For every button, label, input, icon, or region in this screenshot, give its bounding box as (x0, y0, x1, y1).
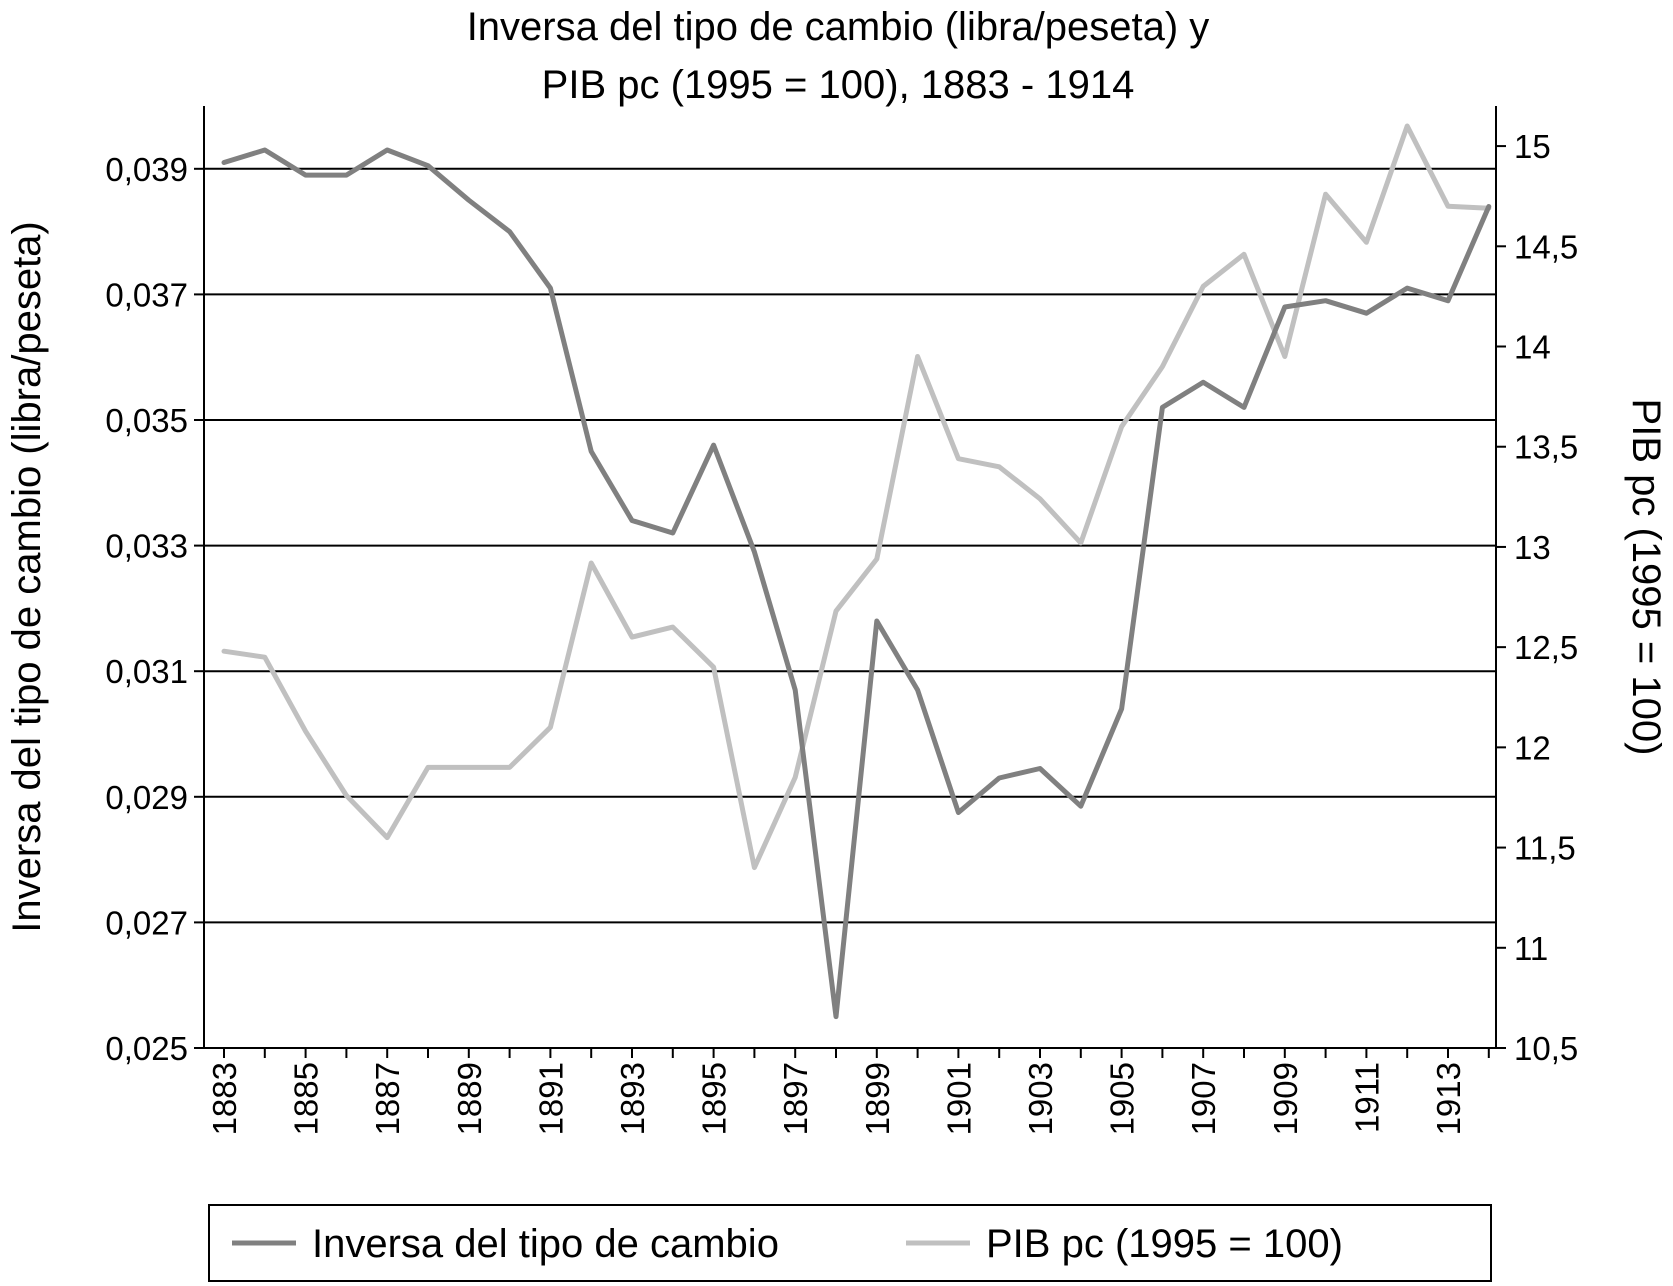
x-tick-label: 1883 (206, 1062, 243, 1135)
y-right-tick-label: 15 (1514, 128, 1551, 165)
y-left-tick-label: 0,035 (105, 402, 188, 439)
y-left-tick-label: 0,029 (105, 779, 188, 816)
gridlines (204, 167, 1496, 924)
y-left-tick-labels: 0,025 0,027 0,029 0,031 0,033 0,035 0,037 0,039 (105, 151, 188, 1067)
x-tick-label: 1905 (1104, 1062, 1141, 1135)
y-left-tick-label: 0,027 (105, 904, 188, 941)
x-tick-label: 1885 (288, 1062, 325, 1135)
chart-title: Inversa del tipo de cambio (libra/peseta… (467, 5, 1210, 107)
y-right-tick-label: 11,5 (1514, 830, 1576, 867)
x-tick-labels: 1883 1885 1887 1889 1891 1893 1895 1897 1899 1901… (206, 1062, 1467, 1135)
x-tick-label: 1887 (369, 1062, 406, 1135)
x-tick-label: 1891 (532, 1062, 569, 1135)
axis-ticks (194, 145, 1506, 1058)
y-right-tick-label: 12 (1514, 729, 1551, 766)
x-tick-label: 1901 (940, 1062, 977, 1135)
y-right-axis-title: PIB pc (1995 = 100) (1624, 399, 1668, 756)
y-right-tick-label: 11 (1514, 930, 1548, 967)
y-right-tick-labels: 10,5 11 11,5 12 12,5 13 13,5 14 14,5 15 (1514, 128, 1578, 1067)
x-tick-label: 1903 (1022, 1062, 1059, 1135)
series-lines (221, 123, 1492, 1020)
x-tick-label: 1889 (451, 1062, 488, 1135)
y-left-tick-label: 0,025 (105, 1030, 188, 1067)
y-right-tick-label: 13,5 (1514, 429, 1578, 466)
y-right-tick-label: 13 (1514, 529, 1551, 566)
y-right-tick-label: 14 (1514, 329, 1551, 366)
x-tick-label: 1909 (1267, 1062, 1304, 1135)
x-tick-label: 1911 (1348, 1062, 1385, 1133)
x-tick-label: 1899 (859, 1062, 896, 1135)
y-right-tick-label: 12,5 (1514, 629, 1578, 666)
chart-title-line-1: Inversa del tipo de cambio (libra/peseta… (467, 5, 1210, 49)
x-tick-label: 1907 (1185, 1062, 1222, 1135)
legend-box (208, 1204, 1492, 1282)
x-tick-label: 1893 (614, 1062, 651, 1135)
x-tick-label: 1897 (777, 1062, 814, 1135)
legend: Inversa del tipo de cambio PIB pc (1995 … (208, 1204, 1492, 1282)
y-left-tick-label: 0,033 (105, 528, 188, 565)
series-line-gdp (221, 123, 1492, 871)
y-left-tick-label: 0,039 (105, 151, 188, 188)
x-tick-label: 1913 (1430, 1062, 1467, 1135)
legend-label-gdp: PIB pc (1995 = 100) (986, 1222, 1343, 1266)
y-right-tick-label: 14,5 (1514, 228, 1578, 265)
axes (203, 106, 1497, 1049)
y-left-tick-label: 0,037 (105, 276, 188, 313)
legend-label-exchange: Inversa del tipo de cambio (312, 1222, 779, 1266)
y-left-axis-title: Inversa del tipo de cambio (libra/peseta… (5, 221, 49, 932)
x-tick-label: 1895 (696, 1062, 733, 1135)
series-line-exchange (221, 147, 1492, 1020)
y-right-tick-label: 10,5 (1514, 1030, 1578, 1067)
chart-title-line-2: PIB pc (1995 = 100), 1883 - 1914 (542, 63, 1135, 107)
y-left-tick-label: 0,031 (105, 653, 188, 690)
